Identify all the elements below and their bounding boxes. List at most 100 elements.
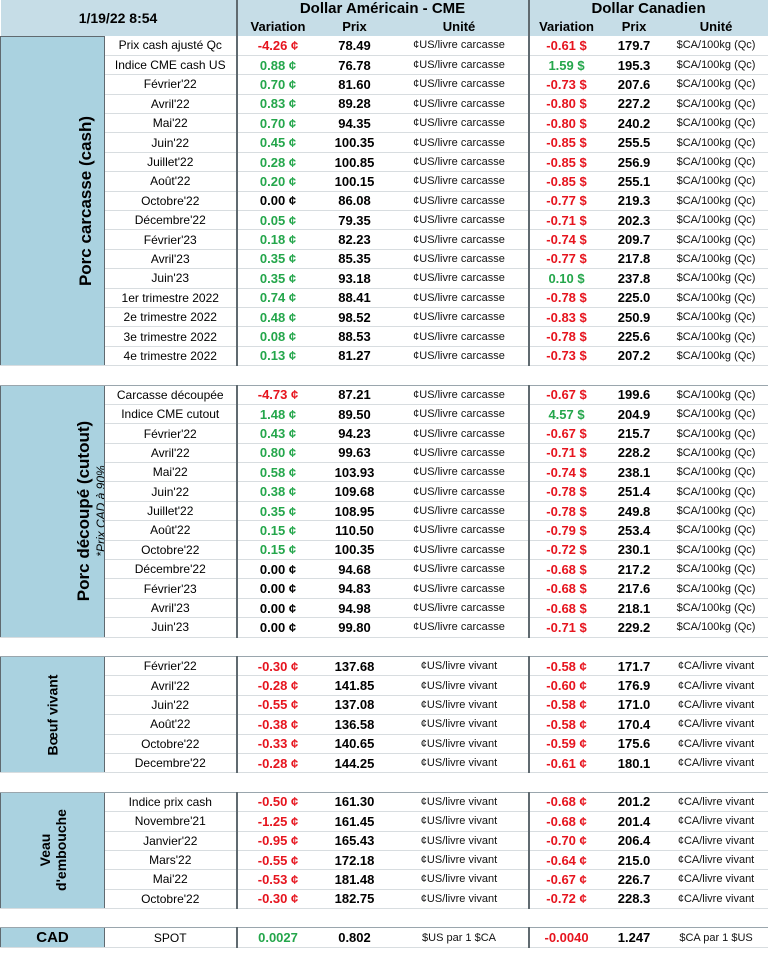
- usd-unit: ¢US/livre carcasse: [390, 307, 529, 328]
- usd-variation: 0.80 ¢: [235, 443, 319, 464]
- cad-variation: -0.0040: [527, 927, 604, 948]
- row-label: Juillet'22: [104, 152, 237, 173]
- cad-price: 253.4: [603, 520, 665, 541]
- usd-unit: ¢US/livre carcasse: [390, 385, 529, 405]
- cad-variation: -0.74 $: [527, 229, 604, 250]
- usd-price: 88.53: [318, 326, 391, 347]
- usd-price: 137.08: [318, 695, 391, 716]
- cad-unit: ¢CA/livre vivant: [664, 734, 768, 754]
- cad-unit: $CA/100kg (Qc): [664, 191, 768, 212]
- row-label: Décembre'22: [104, 559, 237, 580]
- cad-price: 1.247: [603, 927, 665, 948]
- row-label: Janvier'22: [104, 831, 237, 851]
- table-row: Mai'22 -0.53 ¢ 181.48 ¢US/livre vivant -0.67…: [1, 869, 768, 890]
- cad-price: 217.2: [603, 559, 665, 580]
- row-label: Février'22: [104, 74, 237, 95]
- usd-variation: 0.28 ¢: [235, 152, 319, 173]
- cad-variation: -0.77 $: [527, 191, 604, 212]
- usd-variation: 0.48 ¢: [235, 307, 319, 328]
- row-label: 2e trimestre 2022: [104, 307, 237, 328]
- cad-unit: $CA/100kg (Qc): [664, 326, 768, 347]
- cad-variation: -0.67 $: [527, 385, 604, 405]
- cad-unit: ¢CA/livre vivant: [664, 695, 768, 716]
- row-label: 1er trimestre 2022: [104, 288, 237, 308]
- row-label: Mars'22: [104, 850, 237, 871]
- cad-price: 217.8: [603, 249, 665, 270]
- cad-unit: $CA/100kg (Qc): [664, 520, 768, 541]
- row-label: Indice CME cutout: [104, 404, 237, 425]
- table-row: Mai'22 0.58 ¢ 103.93 ¢US/livre carcasse -0.7…: [1, 462, 768, 483]
- usd-price: 94.68: [318, 559, 391, 580]
- cad-variation: -0.78 $: [527, 481, 604, 502]
- cad-unit: ¢CA/livre vivant: [664, 656, 768, 677]
- section-label-text: Porc carcasse (cash): [76, 116, 96, 286]
- usd-variation: 0.58 ¢: [235, 462, 319, 483]
- usd-price: 181.48: [318, 869, 391, 890]
- cad-unit: ¢CA/livre vivant: [664, 831, 768, 851]
- row-label: Juin'22: [104, 695, 237, 716]
- table-row: Avril'22 0.83 ¢ 89.28 ¢US/livre carcasse -0.…: [1, 94, 768, 115]
- usd-variation: 0.00 ¢: [235, 578, 319, 599]
- cad-variation: -0.64 ¢: [527, 850, 604, 871]
- table-row: 1er trimestre 2022 0.74 ¢ 88.41 ¢US/livre c…: [1, 288, 768, 308]
- cad-variation: -0.68 $: [527, 578, 604, 599]
- usd-price: 109.68: [318, 481, 391, 502]
- usd-variation: -4.73 ¢: [235, 385, 319, 405]
- cad-variation: -0.78 $: [527, 288, 604, 308]
- usd-section-title: Dollar Américain - CME: [235, 0, 529, 17]
- row-label: Juin'22: [104, 481, 237, 502]
- section-spacer: [0, 772, 768, 793]
- usd-price: 78.49: [318, 36, 391, 56]
- cad-variation-header: Variation: [527, 17, 604, 36]
- table-row: Février'22 0.43 ¢ 94.23 ¢US/livre carcasse -…: [1, 423, 768, 444]
- usd-variation: -0.55 ¢: [235, 850, 319, 871]
- cad-price: 255.5: [603, 132, 665, 153]
- usd-unit: ¢US/livre carcasse: [390, 501, 529, 522]
- usd-unit-header: Unité: [390, 17, 529, 36]
- cad-price: 218.1: [603, 598, 665, 619]
- cad-price: 228.2: [603, 443, 665, 464]
- cad-price: 180.1: [603, 753, 665, 774]
- usd-price: 81.60: [318, 74, 391, 95]
- cad-unit: ¢CA/livre vivant: [664, 792, 768, 813]
- cad-unit: $CA/100kg (Qc): [664, 113, 768, 134]
- usd-price: 86.08: [318, 191, 391, 212]
- usd-variation: -4.26 ¢: [235, 36, 319, 56]
- table-row: Avril'23 0.35 ¢ 85.35 ¢US/livre carcasse -0.…: [1, 249, 768, 270]
- row-label: Avril'22: [104, 675, 237, 696]
- table-row: Mars'22 -0.55 ¢ 172.18 ¢US/livre vivant -0.6…: [1, 850, 768, 871]
- cad-price: 228.3: [603, 889, 665, 910]
- usd-price: 94.83: [318, 578, 391, 599]
- row-label: Juin'23: [104, 268, 237, 289]
- usd-unit: ¢US/livre carcasse: [390, 249, 529, 270]
- cad-variation: -0.70 ¢: [527, 831, 604, 851]
- row-label: Août'22: [104, 714, 237, 735]
- usd-price: 103.93: [318, 462, 391, 483]
- section-spacer: [0, 636, 768, 658]
- usd-price: 100.35: [318, 132, 391, 153]
- cad-variation: -0.68 $: [527, 598, 604, 619]
- cad-unit: ¢CA/livre vivant: [664, 889, 768, 910]
- section-label-porc-decoupe: Porc découpé (cutout)*Prix CAD à 90%: [0, 384, 105, 638]
- section-label-main: Bœuf vivant: [44, 674, 61, 756]
- usd-price: 161.30: [318, 792, 391, 813]
- usd-variation: -0.53 ¢: [235, 869, 319, 890]
- section-spacer: [0, 908, 768, 929]
- usd-price: 108.95: [318, 501, 391, 522]
- row-label: Mai'22: [104, 113, 237, 134]
- row-label: Octobre'22: [104, 889, 237, 910]
- cad-price: 219.3: [603, 191, 665, 212]
- cad-variation: -0.68 ¢: [527, 811, 604, 832]
- usd-unit: ¢US/livre carcasse: [390, 94, 529, 115]
- table-row: Avril'23 0.00 ¢ 94.98 ¢US/livre carcasse -0.…: [1, 598, 768, 619]
- cad-price: 215.0: [603, 850, 665, 871]
- usd-price: 165.43: [318, 831, 391, 851]
- usd-variation: 0.20 ¢: [235, 171, 319, 192]
- usd-price: 161.45: [318, 811, 391, 832]
- table-row: Juillet'22 0.28 ¢ 100.85 ¢US/livre carcasse…: [1, 152, 768, 173]
- usd-price: 94.98: [318, 598, 391, 619]
- table-row: Juin'22 -0.55 ¢ 137.08 ¢US/livre vivant -0.5…: [1, 695, 768, 716]
- usd-unit: ¢US/livre carcasse: [390, 191, 529, 212]
- cad-variation: -0.58 ¢: [527, 714, 604, 735]
- cad-unit: $CA/100kg (Qc): [664, 346, 768, 367]
